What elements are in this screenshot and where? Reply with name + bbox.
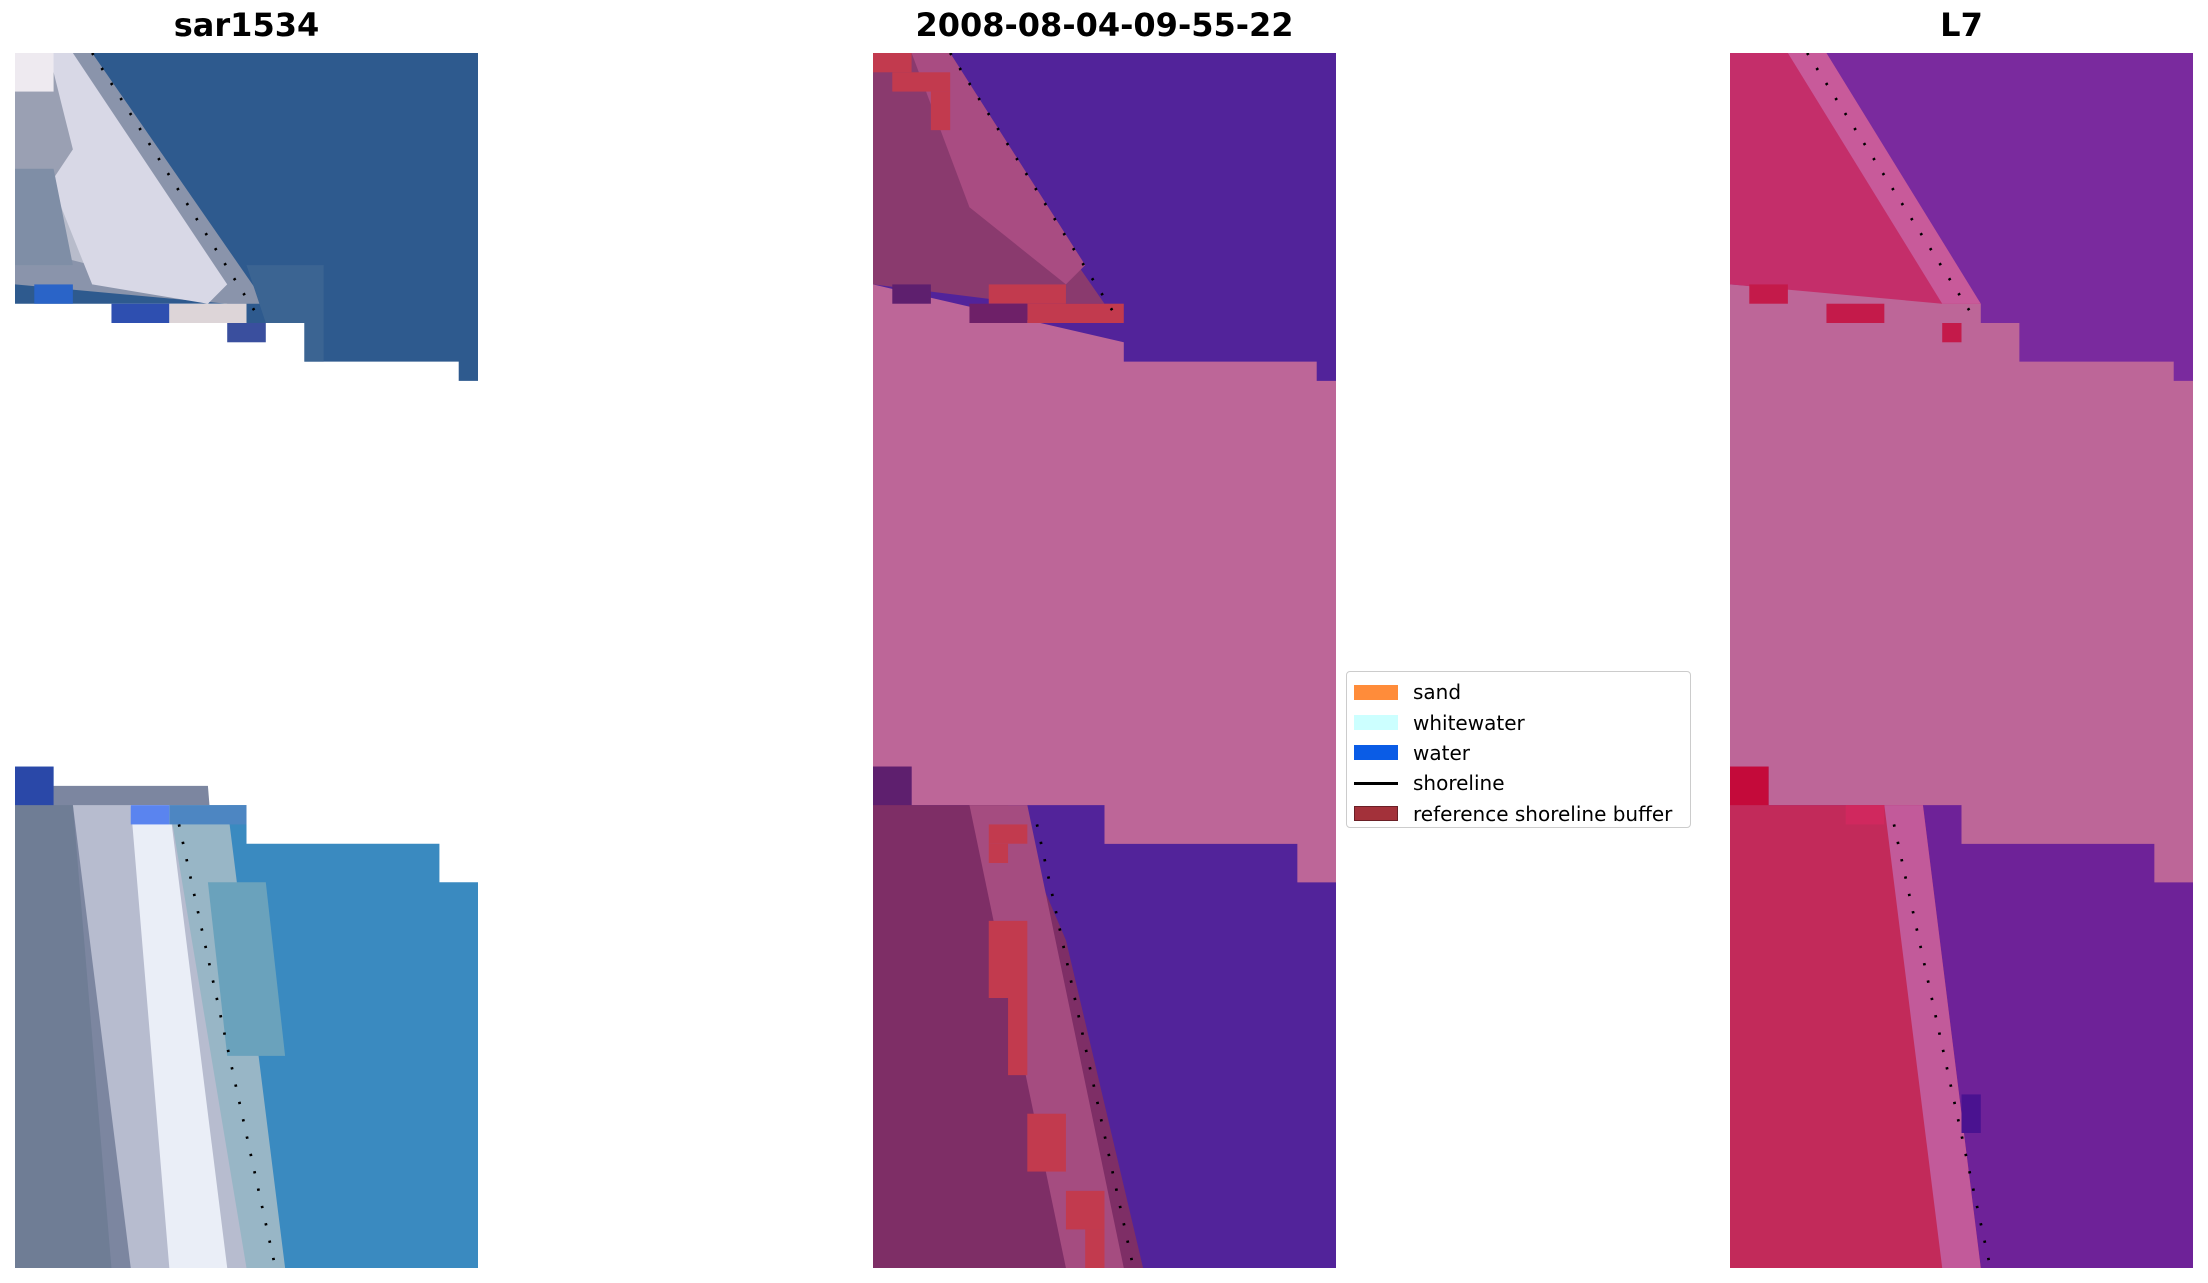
legend-item-shoreline: shoreline [1347,768,1690,798]
shoreline-rgb [91,53,277,1268]
shoreline-l7 [1806,53,1992,1268]
panel-title-rgb: sar1534 [173,6,320,44]
panel-title-l7: L7 [1940,6,1983,44]
legend: sand whitewater water shoreline referenc… [1346,671,1691,828]
water-swatch [1354,745,1398,761]
panel-title-classified: 2008-08-04-09-55-22 [915,6,1294,44]
classified-image-panel [873,53,1336,1268]
l7-image [1730,53,2193,1268]
l7-image-panel [1730,53,2193,1268]
legend-item-whitewater: whitewater [1347,707,1690,737]
sand-swatch [1354,684,1398,700]
shoreline-line-swatch [1354,781,1398,785]
rgb-image-panel [15,53,478,1268]
legend-item-sand: sand [1347,677,1690,707]
legend-label: reference shoreline buffer [1413,801,1673,826]
legend-item-water: water [1347,738,1690,768]
legend-label: sand [1413,680,1462,705]
legend-item-reference-buffer: reference shoreline buffer [1347,799,1690,829]
classified-image [873,53,1336,1268]
reference-buffer-swatch [1354,806,1398,822]
shoreline-classified [949,53,1135,1268]
legend-label: whitewater [1413,710,1525,735]
rgb-image [15,53,478,1268]
whitewater-swatch [1354,715,1398,731]
legend-label: shoreline [1413,771,1505,796]
legend-label: water [1413,740,1470,765]
